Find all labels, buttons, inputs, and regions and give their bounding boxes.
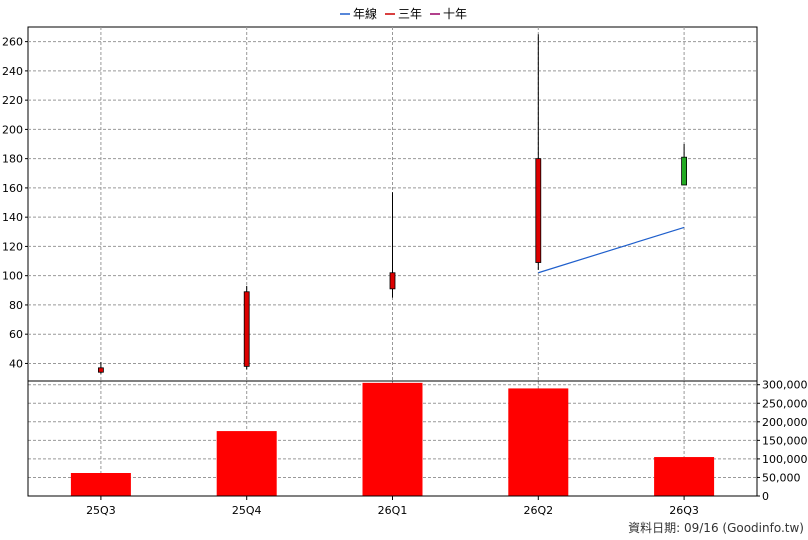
price-tick-label-11: 260: [2, 36, 23, 49]
candle-body-4: [681, 156, 687, 186]
candle-25Q3: [98, 361, 104, 374]
volume-axis-ticks: 0 50,000 100,000 150,000 200,000 250,000 300,0…: [757, 379, 808, 503]
candles-layer: [98, 34, 687, 374]
price-tick-label-9: 220: [2, 94, 23, 107]
candle-body-0: [98, 367, 104, 373]
candle-26Q3: [681, 144, 687, 186]
price-tick-label-3: 100: [2, 270, 23, 283]
x-axis-ticks: 25Q3 25Q4 26Q1 26Q2 26Q3: [86, 496, 699, 517]
annual-line-layer: [538, 226, 685, 274]
volume-tick-label-4: 200,000: [762, 416, 808, 429]
candle-26Q1: [389, 192, 396, 298]
volume-bar-26Q2: [508, 388, 569, 496]
price-tick-label-2: 80: [9, 299, 23, 312]
volume-tick-label-3: 150,000: [762, 434, 808, 447]
x-tick-label-4: 26Q3: [669, 504, 699, 517]
x-tick-label-3: 26Q2: [523, 504, 553, 517]
x-tick-label-1: 25Q4: [232, 504, 262, 517]
candle-body-1: [243, 291, 250, 367]
legend-label-2: 十年: [443, 7, 467, 21]
volume-bar-25Q3: [70, 473, 131, 496]
price-tick-label-5: 140: [2, 211, 23, 224]
volume-bar-26Q3: [654, 457, 715, 496]
volume-bars-layer: [70, 382, 715, 496]
volume-tick-label-2: 100,000: [762, 453, 808, 466]
candle-25Q4: [243, 285, 250, 370]
legend-label-0: 年線: [353, 6, 377, 21]
annual-line: [538, 226, 685, 274]
volume-tick-label-6: 300,000: [762, 379, 808, 392]
price-tick-label-8: 200: [2, 123, 23, 136]
price-tick-label-7: 180: [2, 153, 23, 166]
price-tick-label-4: 120: [2, 240, 23, 253]
volume-bar-26Q1: [362, 382, 423, 496]
volume-tick-label-1: 50,000: [762, 471, 801, 484]
price-tick-label-1: 60: [9, 328, 23, 341]
x-tick-label-0: 25Q3: [86, 504, 116, 517]
legend: 年線 三年 十年: [340, 6, 467, 21]
footer-source: 資料日期: 09/16 (Goodinfo.tw): [628, 521, 804, 535]
x-tick-label-2: 26Q1: [378, 504, 408, 517]
candle-body-2: [389, 272, 396, 290]
price-tick-label-0: 40: [9, 357, 23, 370]
price-tick-label-6: 160: [2, 182, 23, 195]
price-tick-label-10: 240: [2, 65, 23, 78]
candle-body-3: [535, 158, 542, 263]
candle-26Q2: [535, 34, 542, 270]
price-axis-ticks: 40 60 80 100 120 140 160 180 200 220 240 260: [2, 36, 28, 370]
legend-label-1: 三年: [398, 7, 422, 21]
volume-bar-25Q4: [216, 431, 277, 496]
volume-tick-label-5: 250,000: [762, 397, 808, 410]
volume-tick-label-0: 0: [762, 490, 769, 503]
